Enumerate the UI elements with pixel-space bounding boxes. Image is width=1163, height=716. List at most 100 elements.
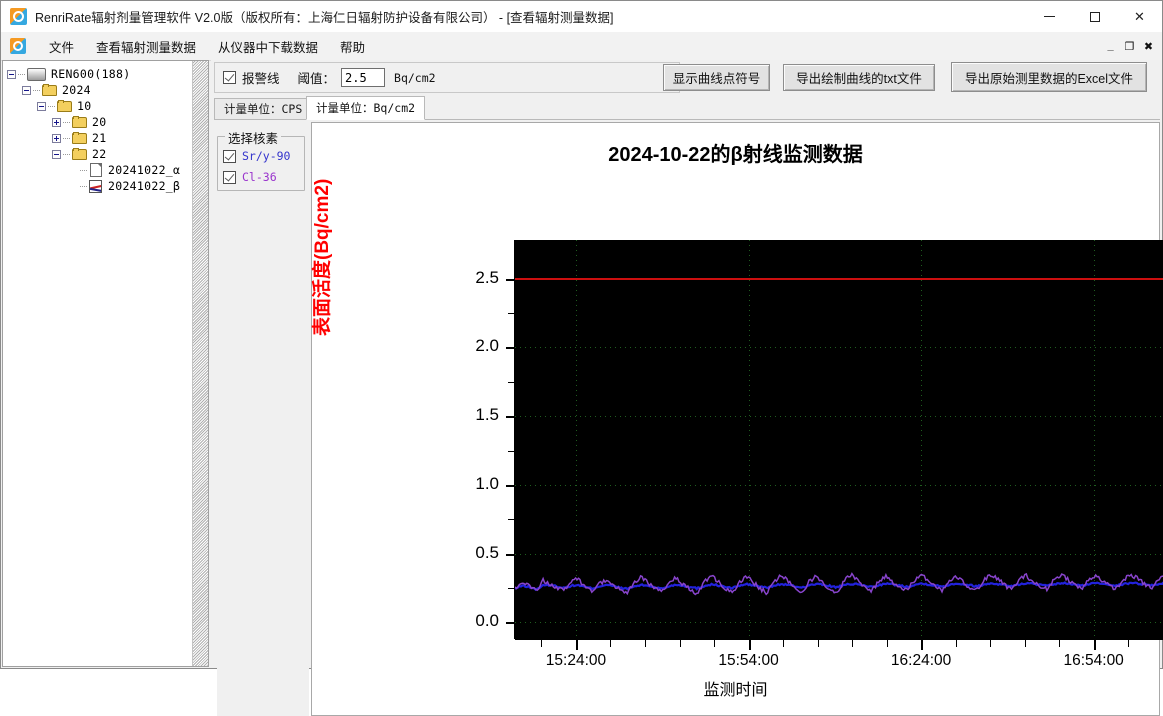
- menu-item-download-from-instrument[interactable]: 从仪器中下载数据: [207, 34, 329, 59]
- x-axis-line: [515, 639, 1163, 640]
- folder-icon: [72, 116, 87, 128]
- x-axis-minor-tick: [1025, 639, 1026, 647]
- tree-indent: [67, 178, 80, 194]
- y-axis-tick: [506, 485, 514, 487]
- alarm-line-checkbox[interactable]: [223, 71, 236, 84]
- minimize-icon: [1044, 16, 1055, 17]
- x-axis-minor-tick: [990, 639, 991, 647]
- window-controls: ✕: [1027, 1, 1162, 32]
- tree-indent: [67, 162, 80, 178]
- expand-plus-icon[interactable]: [52, 134, 61, 143]
- x-axis-title: 监测时间: [312, 676, 1159, 700]
- y-axis-label: 2.0: [437, 336, 499, 356]
- tree-connector: [63, 154, 71, 155]
- tree-node-label: 20241022_α: [106, 163, 182, 177]
- show-curve-point-symbols-button[interactable]: 显示曲线点符号: [663, 64, 770, 91]
- tree-indent: [7, 114, 52, 130]
- x-axis-label: 15:24:00: [546, 652, 606, 670]
- nuclide-checkbox-cl-36[interactable]: [223, 171, 236, 184]
- plot-area[interactable]: [515, 240, 1163, 639]
- tree-node-label: 20: [90, 115, 108, 129]
- tree-connector: [48, 106, 56, 107]
- y-axis-label: 1.0: [437, 474, 499, 494]
- nuclide-selection-panel: 选择核素 Sr/y-90 Cl-36: [217, 128, 309, 716]
- mdi-restore-button[interactable]: ❐: [1120, 36, 1139, 56]
- tree-connector: [80, 186, 88, 187]
- x-axis-tick: [1094, 639, 1096, 650]
- tree-node-label: 21: [90, 131, 108, 145]
- device-tree[interactable]: REN600(188)2024 10 20 21 22 20241022_α 2024102…: [3, 61, 192, 666]
- y-axis-minor-tick: [508, 588, 515, 589]
- y-axis-minor-tick: [508, 382, 515, 383]
- y-axis-tick: [506, 416, 514, 418]
- y-axis-tick: [506, 279, 514, 281]
- threshold-unit-label: Bq/cm2: [394, 71, 436, 85]
- tree-node[interactable]: 2024: [7, 82, 192, 98]
- export-curve-txt-button[interactable]: 导出绘制曲线的txt文件: [783, 64, 935, 91]
- tree-indent: [7, 130, 52, 146]
- y-axis-label: 1.5: [437, 405, 499, 425]
- tree-connector: [63, 138, 71, 139]
- tree-node-label: 2024: [60, 83, 93, 97]
- nuclide-label-sr-y-90: Sr/y-90: [242, 149, 290, 163]
- nuclide-row-cl-36[interactable]: Cl-36: [223, 170, 277, 184]
- tree-node[interactable]: 20241022_α: [7, 162, 192, 178]
- tree-node[interactable]: 20241022_β: [7, 178, 192, 194]
- y-axis-title: 表面活度(Bq/cm2): [307, 179, 334, 336]
- menu-item-help[interactable]: 帮助: [329, 34, 376, 59]
- application-window: RenriRate辐射剂量管理软件 V2.0版（版权所有：上海仁日辐射防护设备有…: [0, 0, 1163, 669]
- tab-unit-bqcm2[interactable]: 计量单位：Bq/cm2: [306, 96, 425, 120]
- y-axis-minor-tick: [508, 451, 515, 452]
- tree-node[interactable]: 20: [7, 114, 192, 130]
- tree-indent: [7, 162, 67, 178]
- mdi-window-controls: _ ❐ ✖: [1101, 32, 1158, 60]
- device-icon: [27, 68, 46, 81]
- tree-connector: [80, 170, 88, 171]
- nuclide-group-box: 选择核素 Sr/y-90 Cl-36: [217, 136, 305, 191]
- close-button[interactable]: ✕: [1117, 1, 1162, 32]
- collapse-minus-icon[interactable]: [22, 86, 31, 95]
- x-axis-minor-tick: [680, 639, 681, 647]
- tab-unit-cps-label: 计量单位：CPS: [224, 101, 302, 117]
- tab-unit-cps[interactable]: 计量单位：CPS: [214, 98, 312, 120]
- x-axis-minor-tick: [852, 639, 853, 647]
- menu-item-file[interactable]: 文件: [38, 34, 85, 59]
- data-series-curves: [515, 240, 1163, 639]
- x-axis-label: 15:54:00: [718, 652, 778, 670]
- nuclide-row-sr-y-90[interactable]: Sr/y-90: [223, 149, 290, 163]
- tree-node[interactable]: 21: [7, 130, 192, 146]
- title-bar: RenriRate辐射剂量管理软件 V2.0版（版权所有：上海仁日辐射防护设备有…: [1, 1, 1162, 33]
- tree-indent: [7, 98, 37, 114]
- tree-vertical-scrollbar[interactable]: [192, 61, 208, 666]
- maximize-button[interactable]: [1072, 1, 1117, 32]
- threshold-input[interactable]: [341, 68, 385, 87]
- expand-plus-icon[interactable]: [52, 118, 61, 127]
- x-axis-minor-tick: [818, 639, 819, 647]
- x-axis-tick: [749, 639, 751, 650]
- menu-item-view-measurement-data[interactable]: 查看辐射测量数据: [85, 34, 207, 59]
- x-axis-minor-tick: [541, 639, 542, 647]
- tree-node-label: 20241022_β: [106, 179, 182, 193]
- collapse-minus-icon[interactable]: [37, 102, 46, 111]
- y-axis-tick: [506, 622, 514, 624]
- window-title: RenriRate辐射剂量管理软件 V2.0版（版权所有：上海仁日辐射防护设备有…: [35, 7, 614, 26]
- tree-node[interactable]: REN600(188): [7, 66, 192, 82]
- tree-indent: [7, 178, 67, 194]
- tree-node-label: 22: [90, 147, 108, 161]
- mdi-minimize-button[interactable]: _: [1101, 36, 1120, 56]
- x-axis-minor-tick: [1059, 639, 1060, 647]
- series-line-sr-y-90: [515, 582, 1163, 590]
- tree-node-label: 10: [75, 99, 93, 113]
- collapse-minus-icon[interactable]: [7, 70, 16, 79]
- alarm-line-label: 报警线: [242, 68, 280, 87]
- export-raw-excel-button[interactable]: 导出原始测里数据的Excel文件: [951, 62, 1147, 92]
- nuclide-checkbox-sr-y-90[interactable]: [223, 150, 236, 163]
- mdi-close-button[interactable]: ✖: [1139, 36, 1158, 56]
- tree-node[interactable]: 22: [7, 146, 192, 162]
- unit-tabs: 计量单位：CPS 计量单位：Bq/cm2: [214, 98, 1160, 120]
- collapse-minus-icon[interactable]: [52, 150, 61, 159]
- chart-file-icon: [89, 180, 102, 193]
- minimize-button[interactable]: [1027, 1, 1072, 32]
- tree-node[interactable]: 10: [7, 98, 192, 114]
